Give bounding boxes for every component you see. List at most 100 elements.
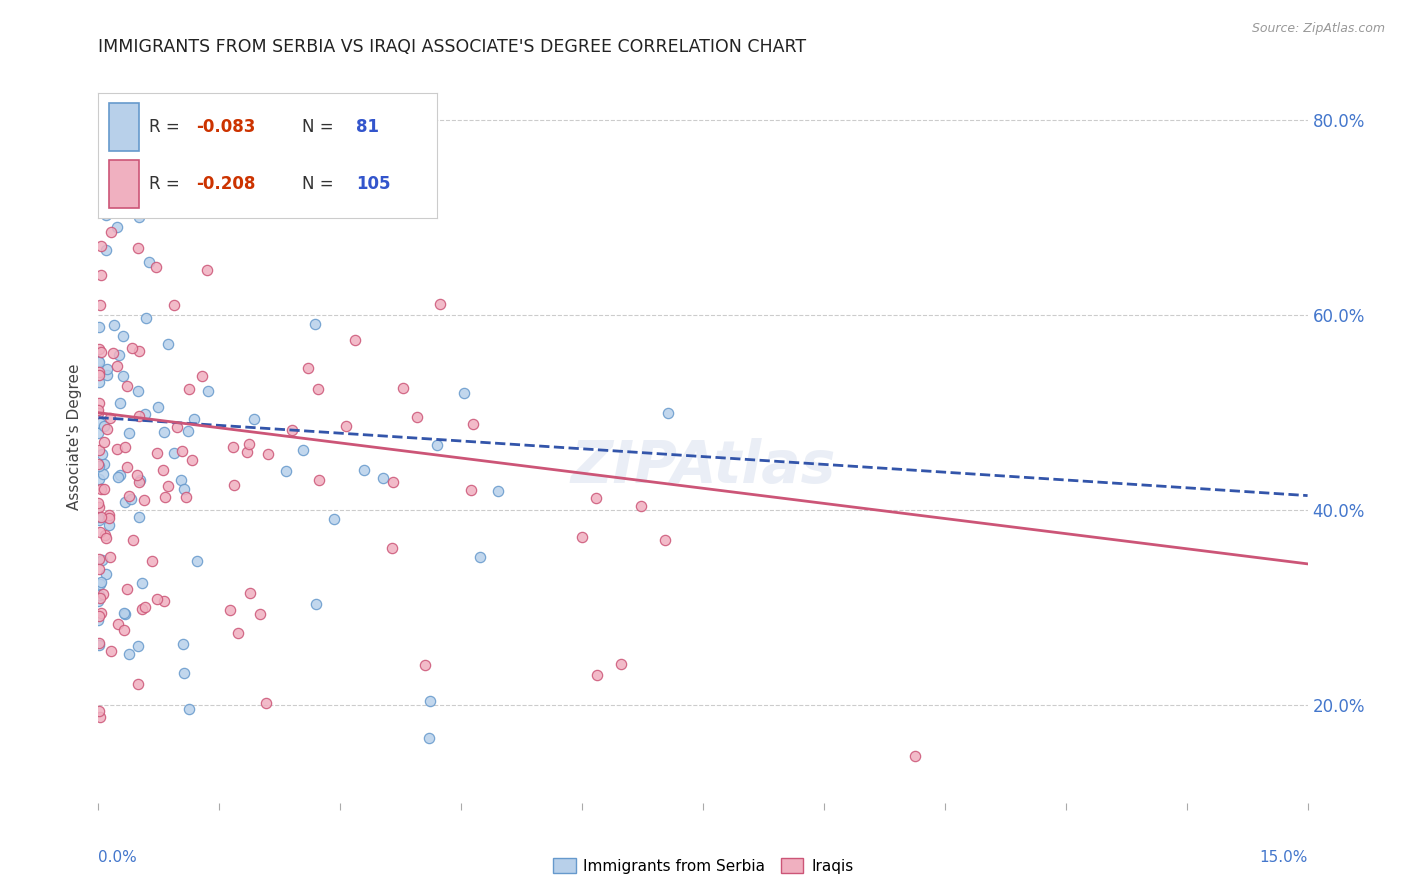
Point xyxy=(89,524,111,539)
Point xyxy=(87,319,110,334)
Point xyxy=(146,400,169,414)
Point xyxy=(226,625,249,640)
Point xyxy=(585,491,607,506)
Point xyxy=(87,457,110,471)
Point xyxy=(141,554,163,568)
Point xyxy=(176,424,198,438)
Point xyxy=(238,436,260,450)
Point xyxy=(128,211,150,225)
Point xyxy=(98,411,121,425)
Point xyxy=(172,637,194,651)
Point xyxy=(322,512,344,526)
Point xyxy=(93,527,115,541)
Legend: Immigrants from Serbia, Iraqis: Immigrants from Serbia, Iraqis xyxy=(547,852,859,880)
Point xyxy=(87,561,110,575)
Point xyxy=(173,482,195,496)
Point xyxy=(111,328,134,343)
Point xyxy=(87,425,110,440)
Point xyxy=(118,647,141,661)
Point xyxy=(156,337,179,351)
Point xyxy=(127,241,149,255)
Text: ZIPAtlas: ZIPAtlas xyxy=(571,438,835,495)
Point xyxy=(87,342,110,356)
Point xyxy=(195,263,218,277)
Point xyxy=(89,552,111,566)
Point xyxy=(120,492,142,507)
Point xyxy=(94,531,117,545)
Point xyxy=(305,597,328,611)
Point xyxy=(131,576,153,591)
Point xyxy=(87,406,110,420)
Point xyxy=(218,603,240,617)
Point xyxy=(191,369,214,384)
Point xyxy=(131,602,153,616)
Point xyxy=(100,225,122,239)
Point xyxy=(121,341,143,355)
Text: 0.0%: 0.0% xyxy=(98,850,138,865)
Point xyxy=(224,478,246,492)
Point xyxy=(105,359,128,373)
Point xyxy=(90,509,112,524)
Point xyxy=(108,348,131,362)
Point xyxy=(87,443,110,458)
Point xyxy=(121,533,143,547)
Point xyxy=(470,549,492,564)
Point xyxy=(87,402,110,417)
Point xyxy=(114,495,136,509)
Point xyxy=(163,298,186,312)
Point xyxy=(94,567,117,582)
Point xyxy=(98,508,121,522)
Point xyxy=(163,445,186,459)
Point xyxy=(307,382,329,396)
Point xyxy=(221,440,243,454)
Point xyxy=(128,510,150,524)
Point xyxy=(138,255,160,269)
Point xyxy=(89,709,111,723)
Point xyxy=(609,657,631,672)
Point xyxy=(96,368,118,383)
Point xyxy=(180,453,202,467)
Point xyxy=(429,297,451,311)
Point xyxy=(127,384,149,399)
Point xyxy=(292,443,315,458)
Point xyxy=(105,442,128,456)
Point xyxy=(90,447,112,461)
Point xyxy=(98,518,121,533)
Point xyxy=(453,386,475,401)
Point xyxy=(89,396,111,410)
Point xyxy=(127,639,149,653)
Point xyxy=(87,593,110,607)
Point xyxy=(134,407,156,421)
Point xyxy=(90,574,112,589)
Point xyxy=(630,499,652,513)
Point xyxy=(486,483,509,498)
Point xyxy=(98,549,121,564)
Point xyxy=(87,609,110,624)
Point xyxy=(157,479,180,493)
Point xyxy=(173,666,195,681)
Point xyxy=(460,483,482,498)
Point xyxy=(183,411,205,425)
Point xyxy=(87,509,110,524)
Point xyxy=(107,470,129,484)
Point xyxy=(297,361,319,376)
Text: 15.0%: 15.0% xyxy=(1260,850,1308,865)
Point xyxy=(270,137,292,152)
Point xyxy=(586,668,609,682)
Point xyxy=(114,607,136,622)
Point xyxy=(87,500,110,515)
Point xyxy=(170,473,193,487)
Point xyxy=(152,425,174,439)
Point xyxy=(419,693,441,707)
Point xyxy=(274,464,297,478)
Point xyxy=(101,346,124,360)
Point xyxy=(426,438,449,452)
Y-axis label: Associate's Degree: Associate's Degree xyxy=(67,364,83,510)
Point xyxy=(353,463,375,477)
Point xyxy=(128,409,150,423)
Point xyxy=(134,493,156,508)
Point xyxy=(308,474,330,488)
Point xyxy=(110,468,132,483)
Point xyxy=(90,345,112,359)
Point xyxy=(96,362,118,376)
